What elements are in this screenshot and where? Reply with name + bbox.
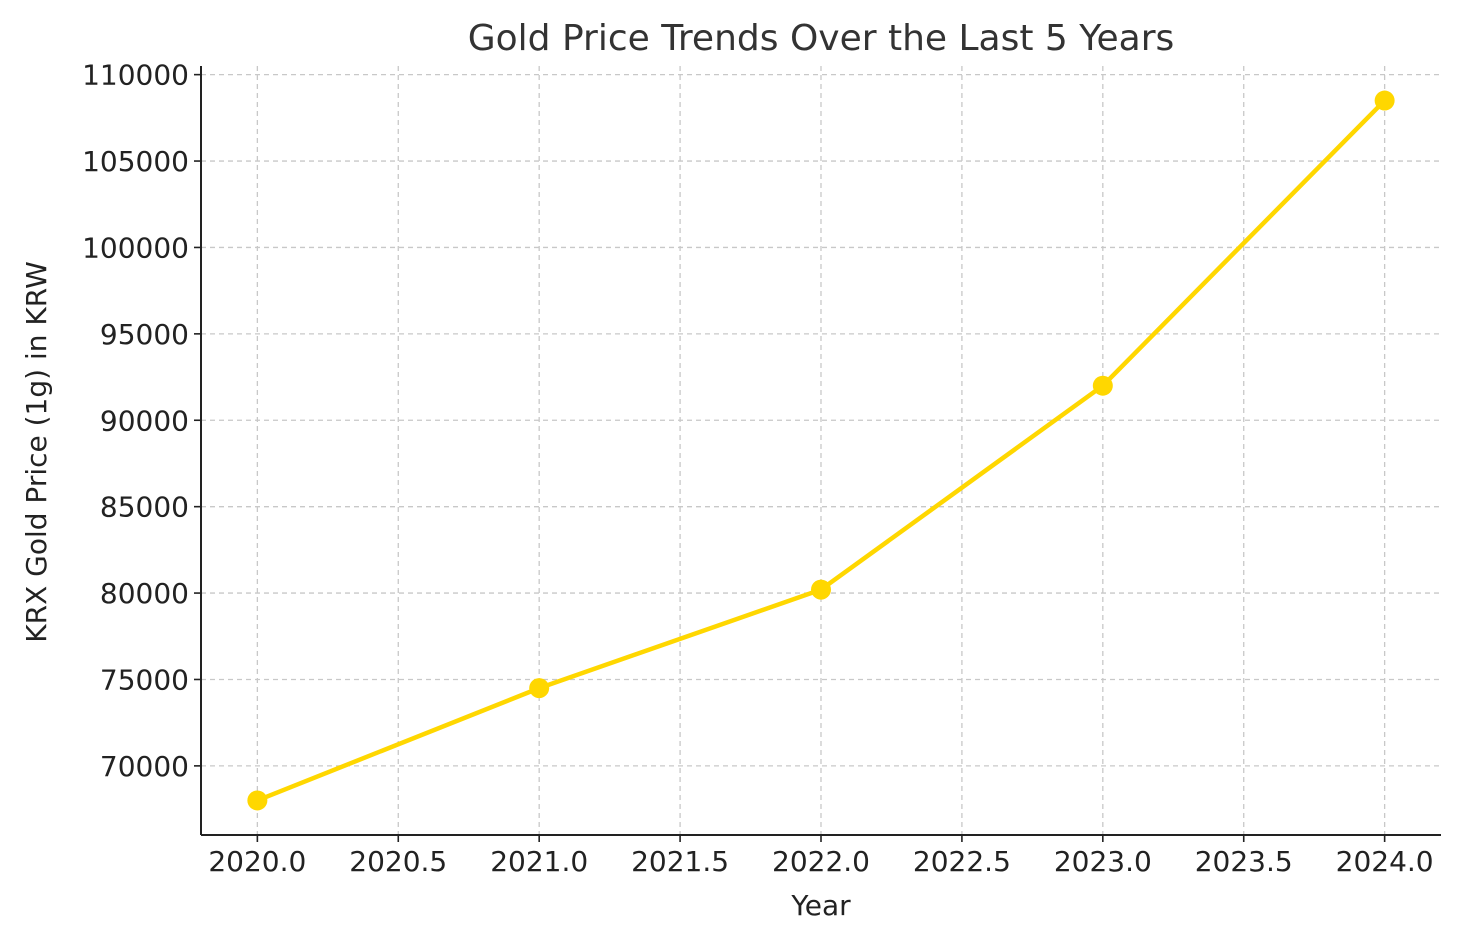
y-tick-label: 95000 <box>100 318 189 351</box>
x-tick-label: 2022.5 <box>913 845 1011 878</box>
x-tick-label: 2023.0 <box>1054 845 1152 878</box>
x-tick-label: 2021.0 <box>490 845 588 878</box>
y-axis-ticks: 70000 75000 80000 85000 90000 95000 100000 1050… <box>82 59 201 783</box>
axes <box>200 66 1441 836</box>
chart-title: Gold Price Trends Over the Last 5 Years <box>468 18 1175 59</box>
x-tick-label: 2020.0 <box>208 845 306 878</box>
x-axis-ticks: 2020.0 2020.5 2021.0 2021.5 2022.0 2022.5 2023… <box>208 835 1434 878</box>
y-tick-label: 70000 <box>100 750 189 783</box>
y-tick-label: 85000 <box>100 491 189 524</box>
y-tick-label: 90000 <box>100 404 189 437</box>
y-tick-label: 100000 <box>82 231 189 264</box>
y-tick-label: 105000 <box>82 145 189 178</box>
y-tick-label: 110000 <box>82 59 189 92</box>
data-point <box>247 790 268 811</box>
data-point <box>1374 90 1395 111</box>
y-axis-label: KRX Gold Price (1g) in KRW <box>20 261 53 643</box>
x-axis-label: Year <box>790 889 851 922</box>
data-point <box>811 579 831 600</box>
x-tick-label: 2024.0 <box>1336 845 1434 878</box>
x-tick-label: 2022.0 <box>772 845 870 878</box>
data-point <box>529 678 550 699</box>
x-tick-label: 2021.5 <box>631 845 729 878</box>
y-tick-label: 75000 <box>100 663 189 696</box>
series-layer <box>247 90 1395 811</box>
data-point <box>1092 375 1113 396</box>
grid-lines <box>201 66 1441 835</box>
x-tick-label: 2023.5 <box>1195 845 1293 878</box>
y-tick-label: 80000 <box>100 577 189 610</box>
x-tick-label: 2020.5 <box>349 845 447 878</box>
